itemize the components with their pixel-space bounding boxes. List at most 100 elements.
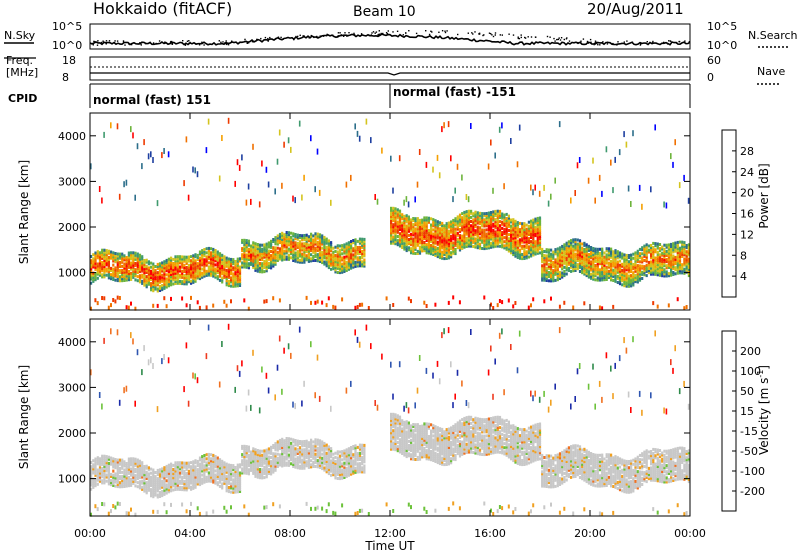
power-cell [170,258,173,262]
power-cell [290,241,293,245]
velocity-cell [136,466,139,470]
power-cell [296,241,299,245]
power-cell [214,255,217,259]
velocity-cell [205,453,208,457]
power-cell [278,239,282,243]
velocity-cell [190,475,193,479]
power-cell [503,240,506,244]
power-cell [218,256,222,260]
power-cell [323,242,326,246]
power-cell [261,262,264,266]
power-cell [634,269,637,273]
power-cell [443,253,446,256]
power-cell [585,243,588,247]
power-cell [285,247,288,251]
velocity-cell [127,478,130,481]
velocity-cell [118,485,122,489]
power-cell [670,247,673,250]
power-cell [272,240,275,243]
power-cell [558,275,562,278]
power-cell [483,243,486,246]
velocity-cell [112,504,115,508]
velocity-cell [203,476,206,480]
velocity-cell [194,471,197,475]
power-cell [476,215,479,219]
power-cell [656,242,659,246]
power-cell [127,305,130,310]
power-cell [687,270,690,273]
power-cell [503,213,506,217]
power-cell [427,251,430,255]
power-cell [196,264,199,268]
velocity-cell [125,462,128,465]
nsearch-point [277,36,280,38]
power-cell [461,228,464,232]
nsearch-point [124,44,126,46]
nsearch-point [492,35,495,38]
power-cell [498,299,501,303]
power-cell [592,273,595,277]
power-cell [341,270,344,274]
power-cell [594,274,597,278]
power-cell [96,262,99,266]
power-cell [334,254,337,257]
nsearch-point [612,42,614,45]
power-cell [552,279,555,283]
power-cell [221,270,224,274]
power-cell [505,221,508,225]
power-cell [658,265,662,269]
power-cell [90,263,93,267]
power-cell [216,256,219,260]
power-cell [90,306,92,311]
velocity-cell [152,480,155,484]
power-cell [601,266,604,270]
power-cell [658,255,662,259]
power-cell [570,269,573,273]
power-cell [287,243,290,247]
power-cell [423,300,426,305]
power-cell [638,276,642,280]
power-cell [518,250,522,254]
power-cell [341,264,344,268]
power-cell [147,268,150,272]
nsearch-point [171,40,173,43]
nsearch-point [559,39,562,41]
velocity-cell [227,490,230,494]
power-cell [150,286,153,290]
power-cell [265,257,268,260]
power-cell [496,209,499,213]
power-cell [263,251,266,255]
power-cell [216,262,219,266]
velocity-cell [198,474,202,478]
power-cell [136,266,139,270]
power-cell [427,216,430,220]
velocity-cell [190,467,193,471]
power-cell [565,268,568,272]
power-cell [534,250,537,254]
nsearch-point [220,41,222,43]
velocity-cell [94,473,97,477]
power-cell [218,260,222,264]
nsearch-point [114,40,116,42]
power-cell [432,218,435,222]
power-cell [545,276,548,280]
power-cell [525,233,528,237]
power-cell [472,220,475,224]
power-cell [527,239,530,243]
power-cell [178,261,182,265]
power-cell [470,234,473,238]
velocity-cell [185,465,188,469]
power-cell [234,260,237,263]
power-cell [487,211,490,215]
velocity-cell [163,476,166,480]
power-cell [272,260,275,264]
power-cell [427,220,430,224]
power-cell [505,223,508,227]
power-cell [303,248,306,252]
power-cell [390,231,393,235]
power-cell [683,267,686,271]
nsearch-point [353,34,356,36]
power-cell [158,280,162,284]
power-cell [421,237,424,241]
power-cell [398,226,402,229]
